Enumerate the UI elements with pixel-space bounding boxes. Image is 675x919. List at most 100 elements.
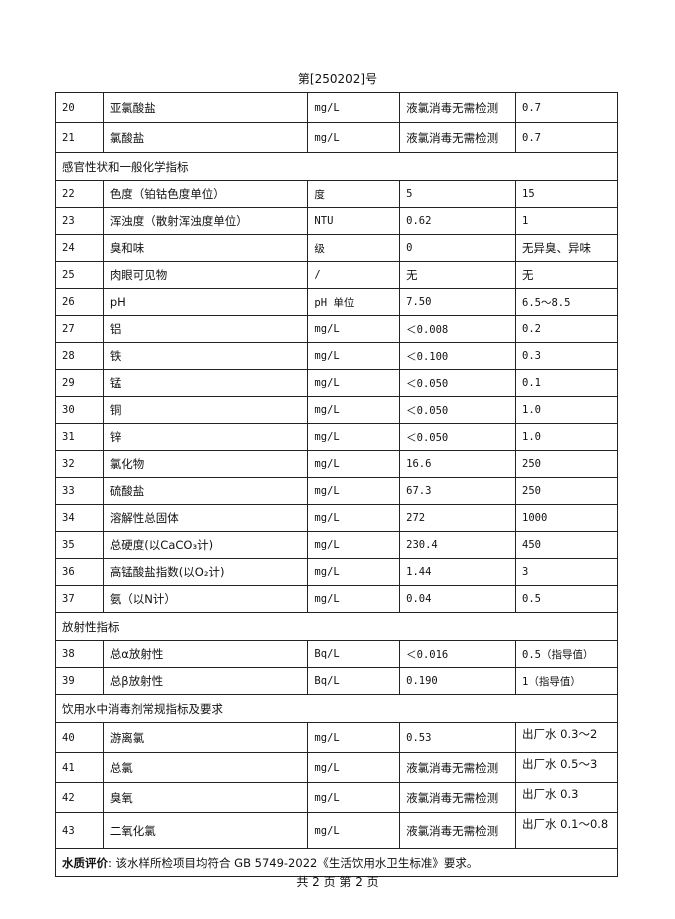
cell-item: 总β放射性 xyxy=(102,667,309,695)
section-row: 放射性指标 xyxy=(55,612,618,641)
evaluation: 水质评价: 该水样所检项目均符合 GB 5749-2022《生活饮用水卫生标准》… xyxy=(55,848,618,877)
cell-unit: mg/L xyxy=(307,812,401,849)
cell-result: 16.6 xyxy=(399,450,517,478)
cell-limit: 出厂水 0.5～3 xyxy=(515,752,618,783)
table-row: 23 浑浊度（散射浑浊度单位） NTU 0.62 1 xyxy=(55,207,618,235)
cell-no: 31 xyxy=(55,423,104,451)
table-row: 36 高锰酸盐指数(以O₂计) mg/L 1.44 3 xyxy=(55,558,618,586)
cell-unit: mg/L xyxy=(307,558,401,586)
cell-unit: pH 单位 xyxy=(307,288,401,316)
cell-no: 30 xyxy=(55,396,104,424)
table-row: 27 铝 mg/L ＜0.008 0.2 xyxy=(55,315,618,343)
cell-limit: 1.0 xyxy=(515,396,618,424)
cell-result: 液氯消毒无需检测 xyxy=(399,92,517,123)
cell-no: 40 xyxy=(55,722,104,753)
cell-item: 溶解性总固体 xyxy=(102,504,309,532)
cell-unit: 级 xyxy=(307,234,401,262)
cell-limit: 6.5～8.5 xyxy=(515,288,618,316)
cell-limit: 1 xyxy=(515,207,618,235)
cell-limit: 0.2 xyxy=(515,315,618,343)
cell-result: 0.04 xyxy=(399,585,517,613)
cell-no: 34 xyxy=(55,504,104,532)
cell-limit: 出厂水 0.3～2 xyxy=(515,722,618,753)
cell-limit: 0.7 xyxy=(515,122,618,153)
cell-no: 32 xyxy=(55,450,104,478)
section-title: 饮用水中消毒剂常规指标及要求 xyxy=(55,694,618,723)
cell-result: ＜0.008 xyxy=(399,315,517,343)
evaluation-row: 水质评价: 该水样所检项目均符合 GB 5749-2022《生活饮用水卫生标准》… xyxy=(55,848,618,877)
section-row: 饮用水中消毒剂常规指标及要求 xyxy=(55,694,618,723)
cell-no: 25 xyxy=(55,261,104,289)
cell-result: 0.62 xyxy=(399,207,517,235)
table-row: 39 总β放射性 Bq/L 0.190 1（指导值） xyxy=(55,667,618,695)
cell-unit: mg/L xyxy=(307,342,401,370)
cell-limit: 无异臭、异味 xyxy=(515,234,618,262)
cell-item: 铜 xyxy=(102,396,309,424)
table-row: 31 锌 mg/L ＜0.050 1.0 xyxy=(55,423,618,451)
cell-unit: Bq/L xyxy=(307,640,401,668)
report-number: 第[250202]号 xyxy=(297,72,378,86)
cell-item: 氨（以N计） xyxy=(102,585,309,613)
table-row: 33 硫酸盐 mg/L 67.3 250 xyxy=(55,477,618,505)
cell-limit: 1（指导值） xyxy=(515,667,618,695)
cell-item: 硫酸盐 xyxy=(102,477,309,505)
cell-no: 38 xyxy=(55,640,104,668)
cell-unit: mg/L xyxy=(307,477,401,505)
cell-limit: 15 xyxy=(515,180,618,208)
cell-unit: Bq/L xyxy=(307,667,401,695)
table-row: 37 氨（以N计） mg/L 0.04 0.5 xyxy=(55,585,618,613)
cell-limit: 250 xyxy=(515,477,618,505)
cell-unit: mg/L xyxy=(307,423,401,451)
evaluation-text: : 该水样所检项目均符合 GB 5749-2022《生活饮用水卫生标准》要求。 xyxy=(108,855,479,870)
cell-result: 67.3 xyxy=(399,477,517,505)
cell-item: 游离氯 xyxy=(102,722,309,753)
cell-no: 35 xyxy=(55,531,104,559)
cell-unit: / xyxy=(307,261,401,289)
cell-result: ＜0.050 xyxy=(399,396,517,424)
table-row: 21 氯酸盐 mg/L 液氯消毒无需检测 0.7 xyxy=(55,122,618,153)
cell-item: 氯化物 xyxy=(102,450,309,478)
cell-unit: NTU xyxy=(307,207,401,235)
cell-unit: mg/L xyxy=(307,450,401,478)
cell-result: 0.53 xyxy=(399,722,517,753)
cell-no: 24 xyxy=(55,234,104,262)
cell-unit: 度 xyxy=(307,180,401,208)
cell-result: ＜0.100 xyxy=(399,342,517,370)
cell-no: 39 xyxy=(55,667,104,695)
cell-unit: mg/L xyxy=(307,396,401,424)
table-row: 28 铁 mg/L ＜0.100 0.3 xyxy=(55,342,618,370)
cell-no: 27 xyxy=(55,315,104,343)
cell-result: 液氯消毒无需检测 xyxy=(399,782,517,813)
cell-result: 7.50 xyxy=(399,288,517,316)
cell-result: ＜0.050 xyxy=(399,369,517,397)
cell-no: 28 xyxy=(55,342,104,370)
table-row: 29 锰 mg/L ＜0.050 0.1 xyxy=(55,369,618,397)
cell-no: 43 xyxy=(55,812,104,849)
cell-item: 浑浊度（散射浑浊度单位） xyxy=(102,207,309,235)
cell-limit: 0.5（指导值） xyxy=(515,640,618,668)
cell-result: 液氯消毒无需检测 xyxy=(399,812,517,849)
cell-result: 液氯消毒无需检测 xyxy=(399,752,517,783)
cell-item: 总α放射性 xyxy=(102,640,309,668)
cell-limit: 1.0 xyxy=(515,423,618,451)
cell-item: 氯酸盐 xyxy=(102,122,309,153)
cell-limit: 0.3 xyxy=(515,342,618,370)
cell-unit: mg/L xyxy=(307,369,401,397)
cell-unit: mg/L xyxy=(307,531,401,559)
cell-no: 37 xyxy=(55,585,104,613)
cell-unit: mg/L xyxy=(307,92,401,123)
table-row: 40 游离氯 mg/L 0.53 出厂水 0.3～2 xyxy=(55,722,618,753)
cell-item: 亚氯酸盐 xyxy=(102,92,309,123)
cell-unit: mg/L xyxy=(307,315,401,343)
page-footer: 共 2 页 第 2 页 xyxy=(296,875,379,889)
cell-result: ＜0.050 xyxy=(399,423,517,451)
cell-result: 0 xyxy=(399,234,517,262)
section-title: 放射性指标 xyxy=(55,612,618,641)
cell-unit: mg/L xyxy=(307,504,401,532)
cell-item: pH xyxy=(102,288,309,316)
cell-item: 臭和味 xyxy=(102,234,309,262)
cell-limit: 450 xyxy=(515,531,618,559)
cell-limit: 250 xyxy=(515,450,618,478)
cell-result: 无 xyxy=(399,261,517,289)
cell-no: 29 xyxy=(55,369,104,397)
